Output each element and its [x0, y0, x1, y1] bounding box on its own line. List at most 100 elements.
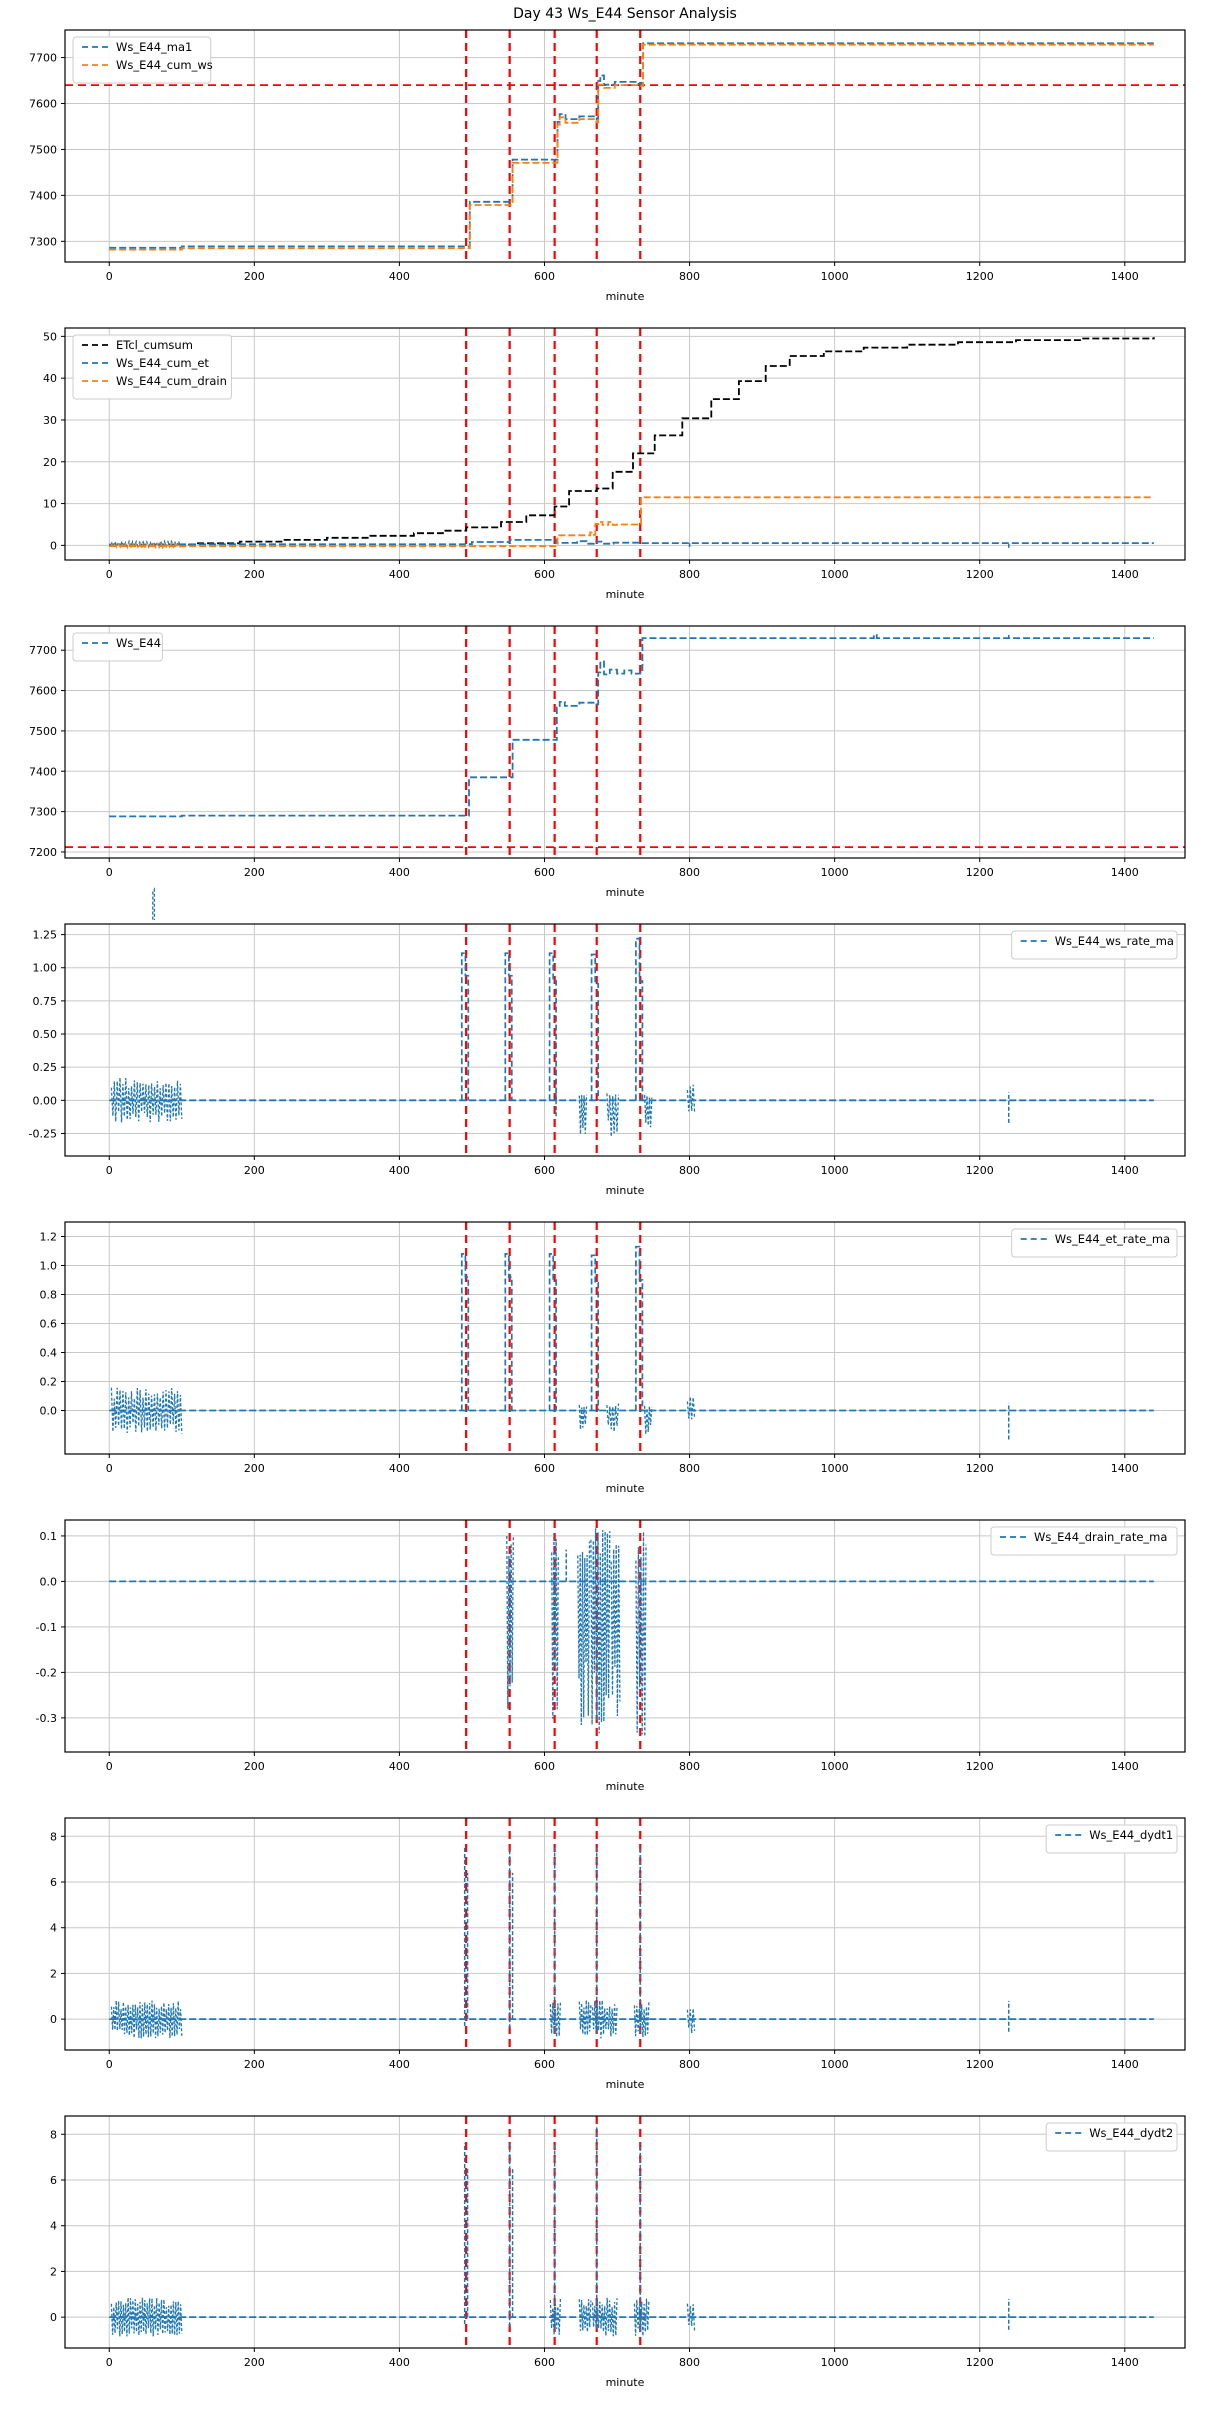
- svg-text:1.0: 1.0: [40, 1260, 58, 1273]
- subplot-ws-rate-ma-canvas: 0 200 400 600 800 1000 1200 1400 minute -0.25 0.00…: [29, 923, 1186, 1197]
- svg-text:0.75: 0.75: [33, 995, 58, 1008]
- svg-text:7600: 7600: [29, 685, 57, 698]
- legend: Ws_E44: [72, 632, 163, 662]
- subplot-et-rate-ma-canvas: 0 200 400 600 800 1000 1200 1400 minute 0.0 0.2 0.4…: [40, 1221, 1186, 1495]
- axes-frame: [64, 1519, 1186, 1753]
- svg-text:7700: 7700: [29, 52, 57, 65]
- svg-text:6: 6: [50, 2174, 57, 2187]
- svg-text:1000: 1000: [821, 2058, 849, 2071]
- series-Ws_E44: [109, 634, 1154, 1992]
- grid: [65, 626, 1185, 858]
- grid: [65, 2116, 1185, 2348]
- legend-label: Ws_E44_dydt2: [1089, 2126, 1173, 2140]
- legend-label: Ws_E44_cum_ws: [116, 58, 213, 72]
- svg-text:600: 600: [534, 2058, 555, 2071]
- axes-frame: [64, 1221, 1186, 1455]
- svg-text:1400: 1400: [1111, 1164, 1139, 1177]
- svg-text:7400: 7400: [29, 765, 57, 778]
- svg-text:1200: 1200: [966, 270, 994, 283]
- grid: [65, 924, 1185, 1156]
- legend: Ws_E44_drain_rate_ma: [990, 1526, 1178, 1556]
- event-marker-lines: [65, 30, 1185, 262]
- svg-text:0.25: 0.25: [33, 1061, 58, 1074]
- subplot-ws-ma1-cum-ws-canvas: 0 200 400 600 800 1000 1200 1400minute730074007…: [29, 29, 1186, 1603]
- svg-text:600: 600: [534, 270, 555, 283]
- svg-text:200: 200: [244, 1760, 265, 1773]
- subplot-ws-ma1-cum-ws: 0 200 400 600 800 1000 1200 1400 minute 7300 7400 7…: [0, 26, 1211, 1603]
- legend-label: Ws_E44_ma1: [116, 40, 192, 54]
- svg-text:0.1: 0.1: [40, 1530, 58, 1543]
- svg-text:800: 800: [679, 568, 700, 581]
- legend-label: ETcl_cumsum: [116, 338, 193, 352]
- svg-text:1000: 1000: [821, 2356, 849, 2369]
- y-axis: -0.25 0.00 0.25 0.50 0.75 1.00 1.25: [29, 929, 65, 1140]
- svg-text:0.4: 0.4: [40, 1347, 58, 1360]
- svg-text:1200: 1200: [966, 2356, 994, 2369]
- svg-text:200: 200: [244, 866, 265, 879]
- svg-text:-0.1: -0.1: [36, 1621, 57, 1634]
- svg-text:200: 200: [244, 2058, 265, 2071]
- svg-text:0: 0: [106, 1462, 113, 1475]
- svg-text:40: 40: [43, 372, 57, 385]
- svg-text:2: 2: [50, 2265, 57, 2278]
- svg-text:7400: 7400: [29, 189, 57, 202]
- svg-text:800: 800: [679, 1164, 700, 1177]
- x-axis: 0 200 400 600 800 1000 1200 1400 minute: [106, 1454, 1139, 1495]
- svg-text:8: 8: [50, 1830, 57, 1843]
- svg-text:800: 800: [679, 866, 700, 879]
- svg-text:0: 0: [106, 270, 113, 283]
- subplot-et-rate-ma: 0 200 400 600 800 1000 1200 1400 minute 0.0 0.2 0.4…: [0, 1218, 1211, 1516]
- svg-text:-0.3: -0.3: [36, 1712, 57, 1725]
- subplot-ws-e44-raw: 0 200 400 600 800 1000 1200 1400 minute 7200 7300 7…: [0, 622, 1211, 1992]
- svg-text:400: 400: [389, 2058, 410, 2071]
- legend-label: Ws_E44_cum_drain: [116, 374, 227, 388]
- x-axis: 0 200 400 600 800 1000 1200 1400 minute: [106, 858, 1139, 899]
- svg-text:400: 400: [389, 866, 410, 879]
- x-axis-label: minute: [606, 290, 645, 303]
- svg-text:1000: 1000: [821, 1164, 849, 1177]
- svg-text:1000: 1000: [821, 1462, 849, 1475]
- svg-text:1400: 1400: [1111, 568, 1139, 581]
- legend: Ws_E44_ma1 Ws_E44_cum_ws: [72, 36, 213, 84]
- svg-text:4: 4: [50, 1922, 57, 1935]
- series-Ws_E44_dydt2: [109, 2127, 1154, 2337]
- svg-text:1200: 1200: [966, 568, 994, 581]
- x-axis: 0 200 400 600 800 1000 1200 1400 minute: [106, 1752, 1139, 1793]
- y-axis: 0 2 4 6 8: [50, 1830, 65, 2026]
- legend: ETcl_cumsum Ws_E44_cum_et Ws_E44_cum_drain: [72, 334, 232, 400]
- x-axis-label: minute: [606, 886, 645, 899]
- svg-text:1200: 1200: [966, 1760, 994, 1773]
- legend-label: Ws_E44: [116, 636, 161, 650]
- svg-text:1000: 1000: [821, 568, 849, 581]
- x-axis: 0 200 400 600 800 1000 1200 1400 minute: [106, 2348, 1139, 2389]
- y-axis: 0 2 4 6 8: [50, 2128, 65, 2324]
- grid: [65, 30, 1185, 262]
- svg-text:1.25: 1.25: [33, 929, 58, 942]
- grid: [65, 328, 1185, 560]
- legend: Ws_E44_ws_rate_ma: [1011, 930, 1178, 960]
- svg-text:20: 20: [43, 456, 57, 469]
- svg-text:1400: 1400: [1111, 2058, 1139, 2071]
- svg-text:0: 0: [106, 866, 113, 879]
- x-axis: 0 200 400 600 800 1000 1200 1400 minute: [106, 262, 1139, 303]
- svg-text:-0.25: -0.25: [29, 1127, 57, 1140]
- x-axis-label: minute: [606, 588, 645, 601]
- svg-text:4: 4: [50, 2220, 57, 2233]
- axes-frame: [64, 1817, 1186, 2051]
- subplot-ws-rate-ma: 0 200 400 600 800 1000 1200 1400 minute -0.25 0.00…: [0, 920, 1211, 1218]
- svg-text:30: 30: [43, 414, 57, 427]
- series-Ws_E44_dydt1: [109, 1847, 1154, 2039]
- svg-text:800: 800: [679, 1462, 700, 1475]
- svg-text:200: 200: [244, 1164, 265, 1177]
- svg-text:0: 0: [50, 2013, 57, 2026]
- svg-text:1400: 1400: [1111, 2356, 1139, 2369]
- svg-text:0.2: 0.2: [40, 1376, 58, 1389]
- legend-label: Ws_E44_et_rate_ma: [1055, 1232, 1170, 1246]
- svg-text:8: 8: [50, 2128, 57, 2141]
- svg-text:1.00: 1.00: [33, 962, 58, 975]
- event-marker-lines: [65, 626, 1185, 858]
- svg-text:400: 400: [389, 270, 410, 283]
- grid: [65, 1818, 1185, 2050]
- svg-text:1000: 1000: [821, 270, 849, 283]
- svg-text:0.6: 0.6: [40, 1318, 58, 1331]
